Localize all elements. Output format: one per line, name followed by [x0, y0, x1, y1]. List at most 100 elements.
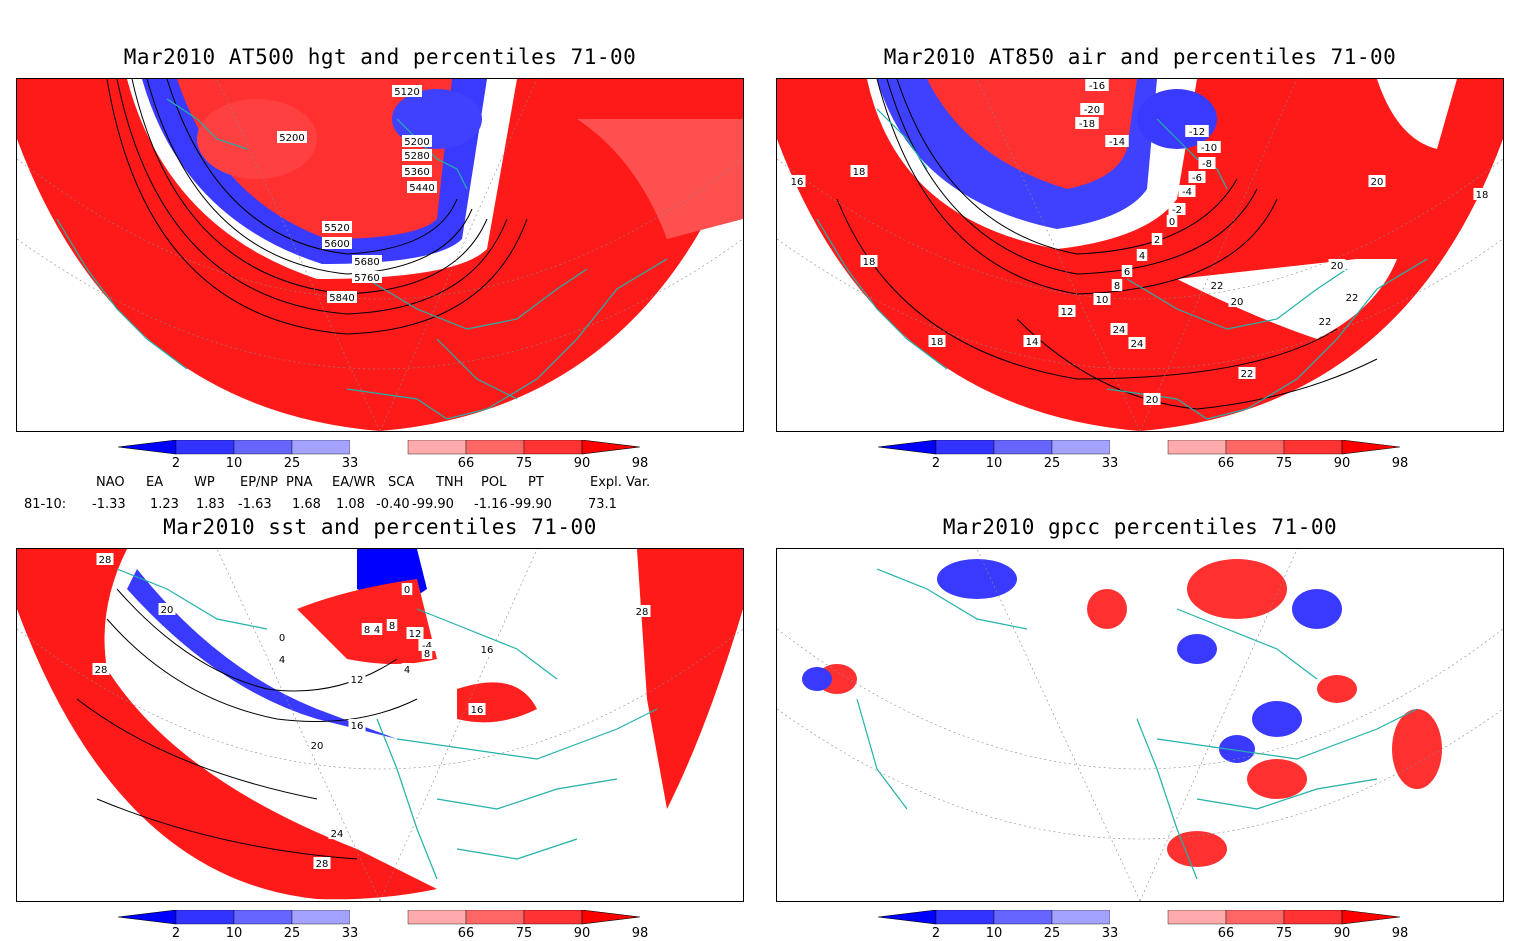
- contour-label: 20: [1143, 393, 1161, 406]
- colorbar-segment: [993, 439, 1053, 455]
- colorbar-tick-label: 10: [225, 926, 243, 941]
- colorbar-tick-label: 66: [1217, 926, 1235, 941]
- contour-label: 16: [348, 719, 366, 732]
- colorbar-tick-label: 90: [1333, 456, 1351, 471]
- contour-label: 20: [1228, 295, 1246, 308]
- contour-label: 20: [308, 739, 326, 752]
- indices-header: EA/WR: [332, 475, 376, 490]
- colorbar-arrow-low: [877, 909, 937, 925]
- colorbar-tick-label: 25: [1043, 926, 1061, 941]
- colorbar-tick-label: 75: [1275, 456, 1293, 471]
- colorbar-tick-label: 66: [457, 926, 475, 941]
- contour-label: 8: [421, 647, 433, 660]
- colorbar-segment: [407, 909, 467, 925]
- colorbar-tick-label: 33: [341, 456, 359, 471]
- svg-text:4: 4: [374, 625, 380, 636]
- contour-label: 18: [850, 165, 868, 178]
- contour-label: 18: [860, 255, 878, 268]
- contour-label: 8: [386, 619, 398, 632]
- svg-text:-14: -14: [1109, 137, 1125, 148]
- contour-label: 5760: [352, 271, 382, 284]
- svg-text:-18: -18: [1079, 119, 1095, 130]
- svg-text:4: 4: [1139, 251, 1145, 262]
- contour-label: 20: [1328, 259, 1346, 272]
- colorbar-graphic: [877, 909, 1401, 925]
- colorbar-graphic: [117, 909, 641, 925]
- colorbar-tick-label: 33: [341, 926, 359, 941]
- contour-label: 0: [1166, 215, 1178, 228]
- contour-label: 5280: [402, 149, 432, 162]
- indices-value: 1.68: [292, 497, 321, 512]
- colorbar-segment: [1051, 439, 1111, 455]
- svg-text:22: 22: [1241, 369, 1254, 380]
- contour-label: 6: [1121, 265, 1133, 278]
- colorbar-segment: [1051, 909, 1111, 925]
- colorbar-tick-label: 2: [931, 926, 941, 941]
- colorbar-segment: [465, 439, 525, 455]
- contour-label: 22: [1208, 279, 1226, 292]
- colorbar-tick-label: 10: [225, 456, 243, 471]
- colorbar-segment: [175, 439, 235, 455]
- colorbar-tick-label: 75: [515, 926, 533, 941]
- indices-header: WP: [194, 475, 215, 490]
- colorbar-segment: [523, 439, 583, 455]
- svg-text:8: 8: [424, 649, 430, 660]
- indices-header: PT: [528, 475, 544, 490]
- contour-label: -12: [1185, 125, 1209, 138]
- svg-text:28: 28: [636, 607, 649, 618]
- map-air: -16-20-18-14-12-10-8-6-4-202468101214161…: [777, 79, 1503, 431]
- indices-value: 1.08: [336, 497, 365, 512]
- indices-header: SCA: [388, 475, 415, 490]
- contour-label: 5840: [327, 291, 357, 304]
- contour-label: 12: [1058, 305, 1076, 318]
- map-hgt: 5120 5200 5200 5280 5360 5440 5520 5600 5680 5760…: [17, 79, 743, 431]
- svg-text:-4: -4: [422, 641, 432, 652]
- svg-text:5680: 5680: [354, 257, 379, 268]
- indices-header: NAO: [96, 475, 125, 490]
- svg-text:-6: -6: [1192, 173, 1202, 184]
- colorbar-tick-label: 98: [1391, 456, 1409, 471]
- colorbar-segment: [1110, 910, 1168, 924]
- svg-text:-20: -20: [1084, 105, 1100, 116]
- svg-text:-2: -2: [1172, 205, 1182, 216]
- svg-text:22: 22: [1211, 281, 1224, 292]
- colorbar-sst: 2 10 25 33 66 75 90 98: [117, 909, 648, 941]
- svg-text:0: 0: [404, 585, 410, 596]
- contour-label: 12: [406, 627, 424, 640]
- colorbar-segment: [1225, 909, 1285, 925]
- contour-label: 0: [276, 631, 288, 644]
- svg-text:20: 20: [161, 605, 174, 616]
- svg-text:12: 12: [409, 629, 422, 640]
- svg-text:12: 12: [1061, 307, 1074, 318]
- svg-text:18: 18: [853, 167, 866, 178]
- colorbar-arrow-low: [117, 439, 177, 455]
- colorbar-segment: [1167, 909, 1227, 925]
- svg-text:12: 12: [351, 675, 364, 686]
- colorbar-segment: [465, 909, 525, 925]
- colorbar-segment: [935, 909, 995, 925]
- colorbar-segment: [1167, 439, 1227, 455]
- colorbar-tick-label: 66: [457, 456, 475, 471]
- svg-text:5120: 5120: [394, 87, 419, 98]
- svg-text:16: 16: [351, 721, 364, 732]
- svg-text:24: 24: [1131, 339, 1144, 350]
- contour-label: 8: [1111, 279, 1123, 292]
- contour-label: 5440: [407, 181, 437, 194]
- map-gpcc-panel: [776, 548, 1504, 902]
- map-sst-panel: 28 28 20 0 4 8 12 16 16 20 24 28 28 0 4 8 12 -4 4 8 16: [16, 548, 744, 902]
- colorbar-tick-label: 90: [573, 926, 591, 941]
- indices-header: EP/NP: [240, 475, 278, 490]
- contour-label: -16: [1085, 79, 1109, 92]
- colorbar-arrow-low: [877, 439, 937, 455]
- svg-text:5200: 5200: [279, 133, 304, 144]
- colorbar-air: 2 10 25 33 66 75 90 98: [877, 439, 1408, 471]
- colorbar-segment: [291, 439, 351, 455]
- contour-label: 22: [1343, 291, 1361, 304]
- svg-text:20: 20: [1231, 297, 1244, 308]
- svg-text:28: 28: [99, 555, 112, 566]
- contour-label: 4: [1136, 249, 1148, 262]
- panel-title-air: Mar2010 AT850 air and percentiles 71-00: [883, 45, 1397, 69]
- colorbar-tick-label: 10: [985, 926, 1003, 941]
- colorbar-segment: [935, 439, 995, 455]
